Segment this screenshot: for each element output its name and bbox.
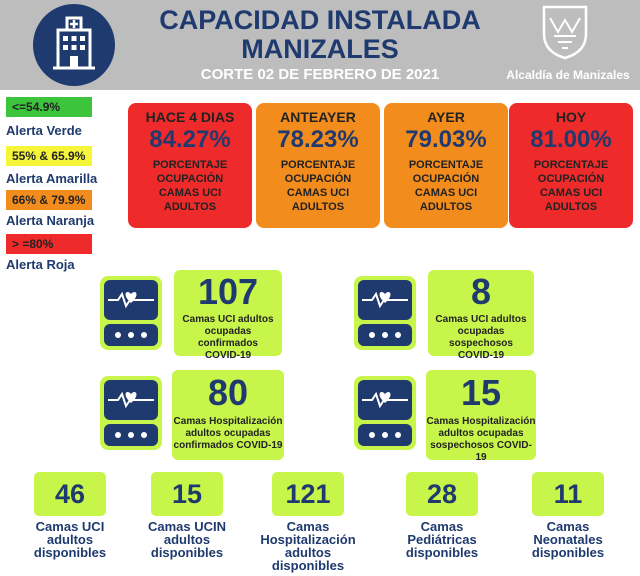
page-title-line1: CAPACIDAD INSTALADA — [159, 5, 481, 35]
hospital-icon — [33, 4, 115, 86]
stat-description: Camas UCI adultos ocupadas confirmados COV… — [182, 314, 274, 361]
day-name: HACE 4 DIAS — [145, 109, 235, 125]
stat-description: Camas UCI adultos ocupadas sospechosos COV… — [435, 314, 527, 361]
legend-yellow-range: 55% & 65.9% — [6, 146, 92, 166]
heart-monitor-icon — [354, 376, 416, 450]
legend-orange-label: Alerta Naranja — [6, 213, 95, 228]
legend-green-label: Alerta Verde — [6, 123, 82, 138]
heart-monitor-icon — [354, 276, 416, 350]
day-description: PORCENTAJE OCUPACIÓN CAMAS UCI ADULTOS — [408, 159, 484, 213]
header-banner: CAPACIDAD INSTALADA MANIZALES CORTE 02 D… — [0, 0, 640, 90]
stat-uci-confirmed: 107 Camas UCI adultos ocupadas confirmado… — [174, 270, 282, 361]
stat-description: Camas Hospitalización adultos ocupadas sos… — [426, 416, 536, 463]
legend-orange-range: 66% & 79.9% — [6, 190, 92, 210]
page-subtitle: CORTE 02 DE FEBRERO DE 2021 — [200, 66, 440, 83]
stat-uci-suspected: 8 Camas UCI adultos ocupadas sospechosos C… — [428, 270, 534, 361]
available-pediatric-label: Camas Pediátricas disponibles — [405, 519, 479, 560]
stat-value: 8 — [470, 271, 492, 312]
legend-red-label: Alerta Roja — [6, 257, 75, 272]
stat-value: 107 — [197, 271, 259, 312]
day-card-yesterday: AYER 79.03% PORCENTAJE OCUPACIÓN CAMAS UCI… — [384, 103, 508, 228]
day-card-day-before-yesterday: ANTEAYER 78.23% PORCENTAJE OCUPACIÓN CAMAS… — [256, 103, 380, 228]
legend-red-range: > =80% — [6, 234, 92, 254]
crest-logo-icon — [540, 4, 590, 60]
heart-monitor-icon — [100, 276, 162, 350]
stat-description: Camas Hospitalización adultos ocupadas con… — [173, 416, 283, 451]
available-ucin-value: 15 — [151, 472, 223, 516]
stat-hosp-confirmed: 80 Camas Hospitalización adultos ocupadas… — [172, 370, 284, 460]
day-percentage: 84.27% — [149, 126, 231, 153]
heart-monitor-icon — [100, 376, 162, 450]
page-title-line2: MANIZALES — [241, 34, 399, 64]
available-pediatric-value: 28 — [406, 472, 478, 516]
day-description: PORCENTAJE OCUPACIÓN CAMAS UCI ADULTOS — [152, 159, 228, 213]
available-ucin-label: Camas UCIN adultos disponibles — [147, 519, 227, 560]
day-name: ANTEAYER — [280, 109, 356, 125]
legend-green-range: <=54.9% — [6, 97, 92, 117]
day-percentage: 81.00% — [530, 126, 612, 153]
available-hosp-label: Camas Hospitalización adultos disponibles — [260, 519, 356, 573]
day-card-today: HOY 81.00% PORCENTAJE OCUPACIÓN CAMAS UCI A… — [509, 103, 633, 228]
stat-value: 15 — [460, 372, 502, 413]
day-description: PORCENTAJE OCUPACIÓN CAMAS UCI ADULTOS — [280, 159, 356, 213]
legend-yellow-label: Alerta Amarilla — [6, 171, 98, 186]
available-uci-value: 46 — [34, 472, 106, 516]
day-name: HOY — [555, 109, 587, 125]
available-hosp-value: 121 — [272, 472, 344, 516]
day-percentage: 78.23% — [277, 126, 359, 153]
available-neonatal-value: 11 — [532, 472, 604, 516]
day-percentage: 79.03% — [405, 126, 487, 153]
available-neonatal-label: Camas Neonatales disponibles — [531, 519, 605, 560]
day-card-4-days-ago: HACE 4 DIAS 84.27% PORCENTAJE OCUPACIÓN CA… — [128, 103, 252, 228]
stat-hosp-suspected: 15 Camas Hospitalización adultos ocupadas… — [426, 370, 536, 463]
available-uci-label: Camas UCI adultos disponibles — [33, 519, 107, 560]
stat-value: 80 — [207, 372, 249, 413]
day-name: AYER — [427, 109, 465, 125]
day-description: PORCENTAJE OCUPACIÓN CAMAS UCI ADULTOS — [533, 159, 609, 213]
org-name: Alcaldía de Manizales — [506, 68, 630, 82]
